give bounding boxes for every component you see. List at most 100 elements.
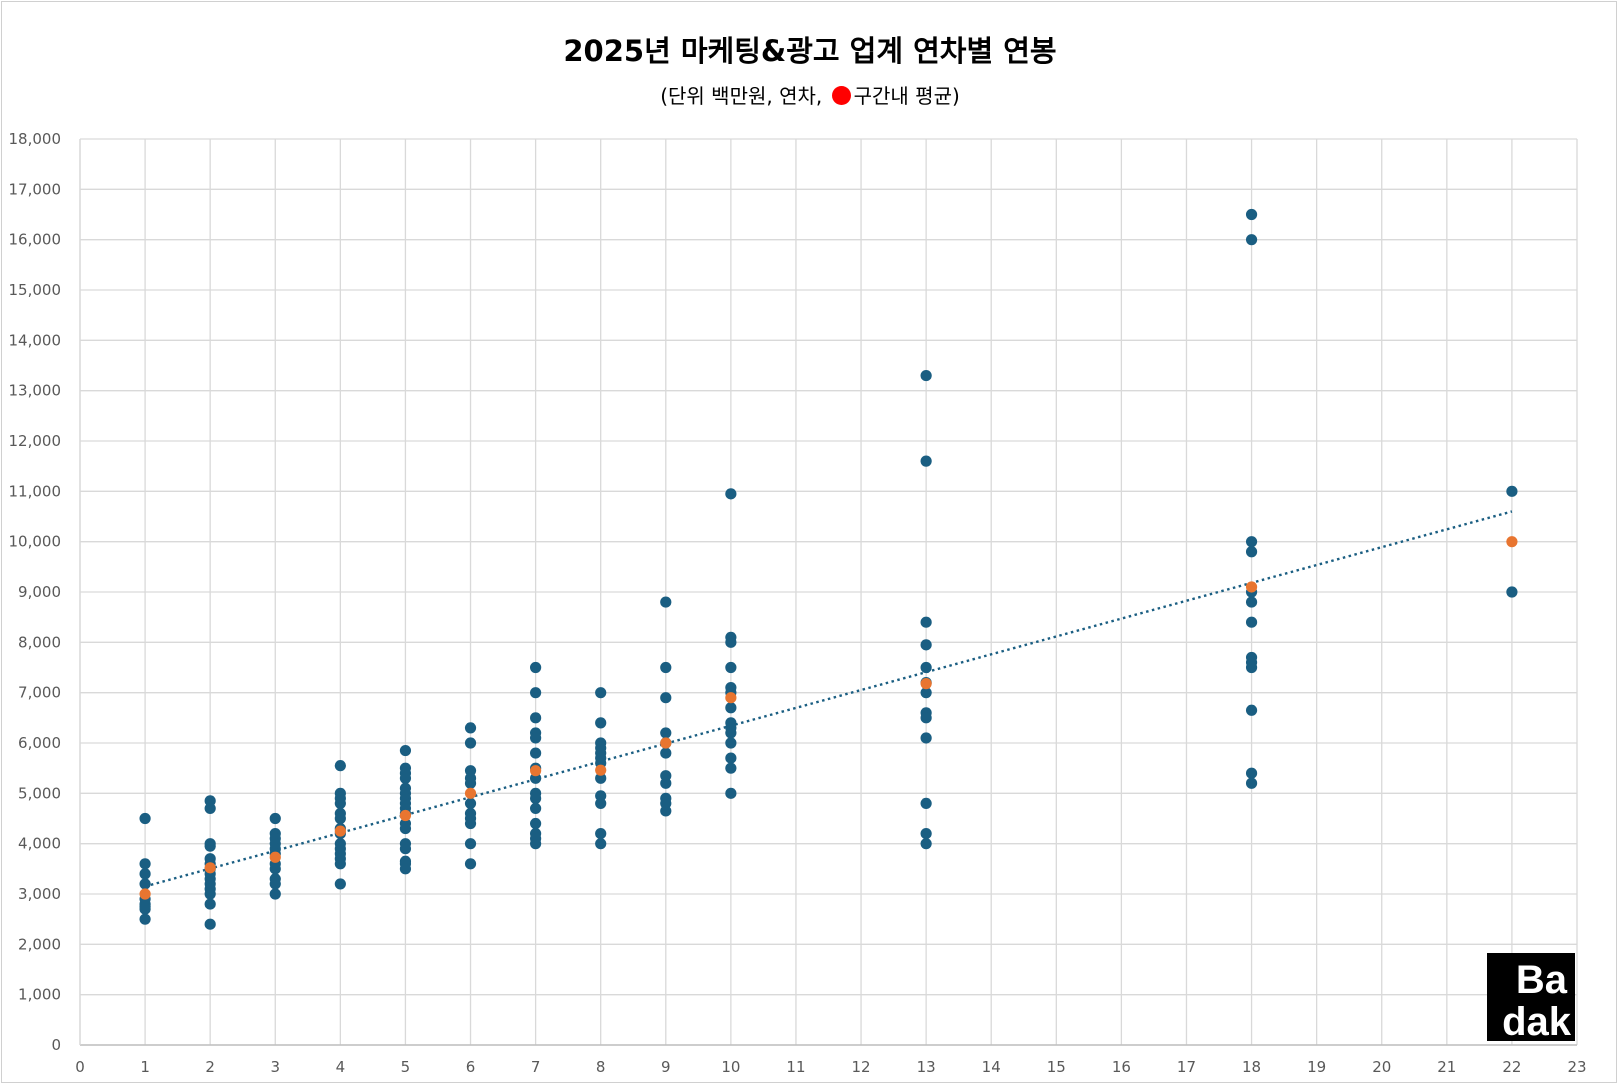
- salary-point: [1245, 596, 1258, 608]
- salary-point: [399, 843, 412, 855]
- x-tick-label: 17: [1177, 1058, 1196, 1076]
- salary-point: [660, 596, 672, 608]
- y-tick-label: 15,000: [9, 281, 62, 299]
- average-point: [464, 787, 477, 799]
- subtitle-prefix: (단위 백만원, 연차,: [660, 84, 823, 108]
- x-tick-label: 15: [1047, 1058, 1066, 1076]
- salary-point: [530, 838, 542, 850]
- salary-point: [204, 898, 216, 910]
- x-tick-label: 23: [1567, 1058, 1586, 1076]
- salary-point: [1245, 704, 1258, 716]
- salary-point: [920, 797, 932, 810]
- salary-point: [464, 737, 477, 749]
- salary-point: [139, 903, 151, 915]
- salary-point: [204, 918, 216, 930]
- data-points: [139, 208, 1518, 930]
- salary-point: [725, 488, 737, 500]
- salary-point: [725, 737, 737, 749]
- average-point: [139, 888, 151, 900]
- y-tick-label: 0: [51, 1036, 61, 1054]
- x-tick-label: 12: [851, 1058, 870, 1076]
- salary-point: [1245, 777, 1258, 789]
- salary-point: [1245, 234, 1258, 246]
- salary-point: [1506, 586, 1518, 598]
- salary-point: [530, 817, 542, 830]
- salary-point: [1245, 661, 1258, 674]
- salary-point: [920, 455, 932, 467]
- salary-point: [139, 868, 151, 880]
- salary-point: [595, 797, 607, 810]
- x-tick-label: 8: [596, 1058, 606, 1076]
- salary-point: [1245, 767, 1258, 779]
- y-tick-label: 8,000: [18, 633, 61, 651]
- x-tick-label: 13: [917, 1058, 936, 1076]
- salary-point: [725, 787, 737, 799]
- salary-point: [920, 661, 932, 674]
- y-tick-label: 17,000: [9, 180, 62, 198]
- salary-point: [530, 747, 542, 759]
- salary-point: [920, 828, 932, 840]
- salary-point: [334, 797, 346, 810]
- average-point: [334, 825, 346, 837]
- salary-point: [725, 727, 737, 739]
- salary-point: [269, 812, 281, 825]
- salary-point: [1245, 536, 1258, 548]
- logo-line-2: dak: [1502, 1000, 1572, 1041]
- y-tick-label: 16,000: [9, 231, 62, 249]
- x-tick-label: 6: [466, 1058, 476, 1076]
- salary-point: [595, 772, 607, 784]
- salary-point: [139, 913, 151, 925]
- salary-point: [334, 858, 346, 870]
- salary-point: [725, 752, 737, 764]
- salary-point: [399, 772, 412, 784]
- salary-point: [530, 687, 542, 699]
- salary-point: [920, 369, 932, 382]
- y-axis-labels: 0 1,000 2,000 3,000 4,000 5,000 6,000 7,000 8,00…: [9, 130, 62, 1054]
- salary-point: [334, 812, 346, 825]
- x-tick-label: 16: [1112, 1058, 1131, 1076]
- salary-point: [595, 828, 607, 840]
- y-tick-label: 10,000: [9, 533, 62, 551]
- x-tick-label: 7: [531, 1058, 541, 1076]
- salary-point: [464, 797, 477, 810]
- salary-point: [725, 661, 737, 674]
- y-tick-label: 13,000: [9, 382, 62, 400]
- salary-point: [920, 712, 932, 724]
- salary-point: [660, 661, 672, 674]
- y-tick-label: 12,000: [9, 432, 62, 450]
- salary-point: [725, 762, 737, 774]
- salary-point: [530, 802, 542, 815]
- salary-point: [204, 888, 216, 900]
- salary-point: [1245, 546, 1258, 558]
- salary-point: [920, 732, 932, 744]
- salary-point: [660, 805, 672, 817]
- salary-point: [464, 858, 477, 870]
- salary-point: [204, 840, 216, 852]
- x-tick-label: 3: [270, 1058, 280, 1076]
- x-tick-label: 14: [982, 1058, 1001, 1076]
- x-tick-label: 0: [75, 1058, 85, 1076]
- badak-logo: Ba dak: [1487, 953, 1575, 1041]
- trendline: [144, 510, 1513, 888]
- average-marker-legend-icon: [831, 86, 851, 105]
- average-point: [725, 692, 737, 704]
- x-tick-label: 11: [786, 1058, 805, 1076]
- y-tick-label: 4,000: [18, 835, 61, 853]
- grid-lines: [79, 138, 1578, 1046]
- salary-point: [139, 812, 151, 825]
- average-point: [595, 764, 607, 776]
- logo-line-1: Ba: [1516, 958, 1568, 1002]
- salary-point: [725, 636, 737, 648]
- salary-point: [204, 802, 216, 815]
- y-tick-label: 9,000: [18, 583, 61, 601]
- y-tick-label: 5,000: [18, 784, 61, 802]
- chart-title: 2025년 마케팅&광고 업계 연차별 연봉: [563, 34, 1057, 68]
- salary-point: [464, 838, 477, 850]
- average-point: [399, 809, 412, 822]
- x-tick-label: 1: [140, 1058, 150, 1076]
- salary-point: [269, 863, 281, 875]
- salary-point: [464, 777, 477, 789]
- salary-point: [139, 858, 151, 870]
